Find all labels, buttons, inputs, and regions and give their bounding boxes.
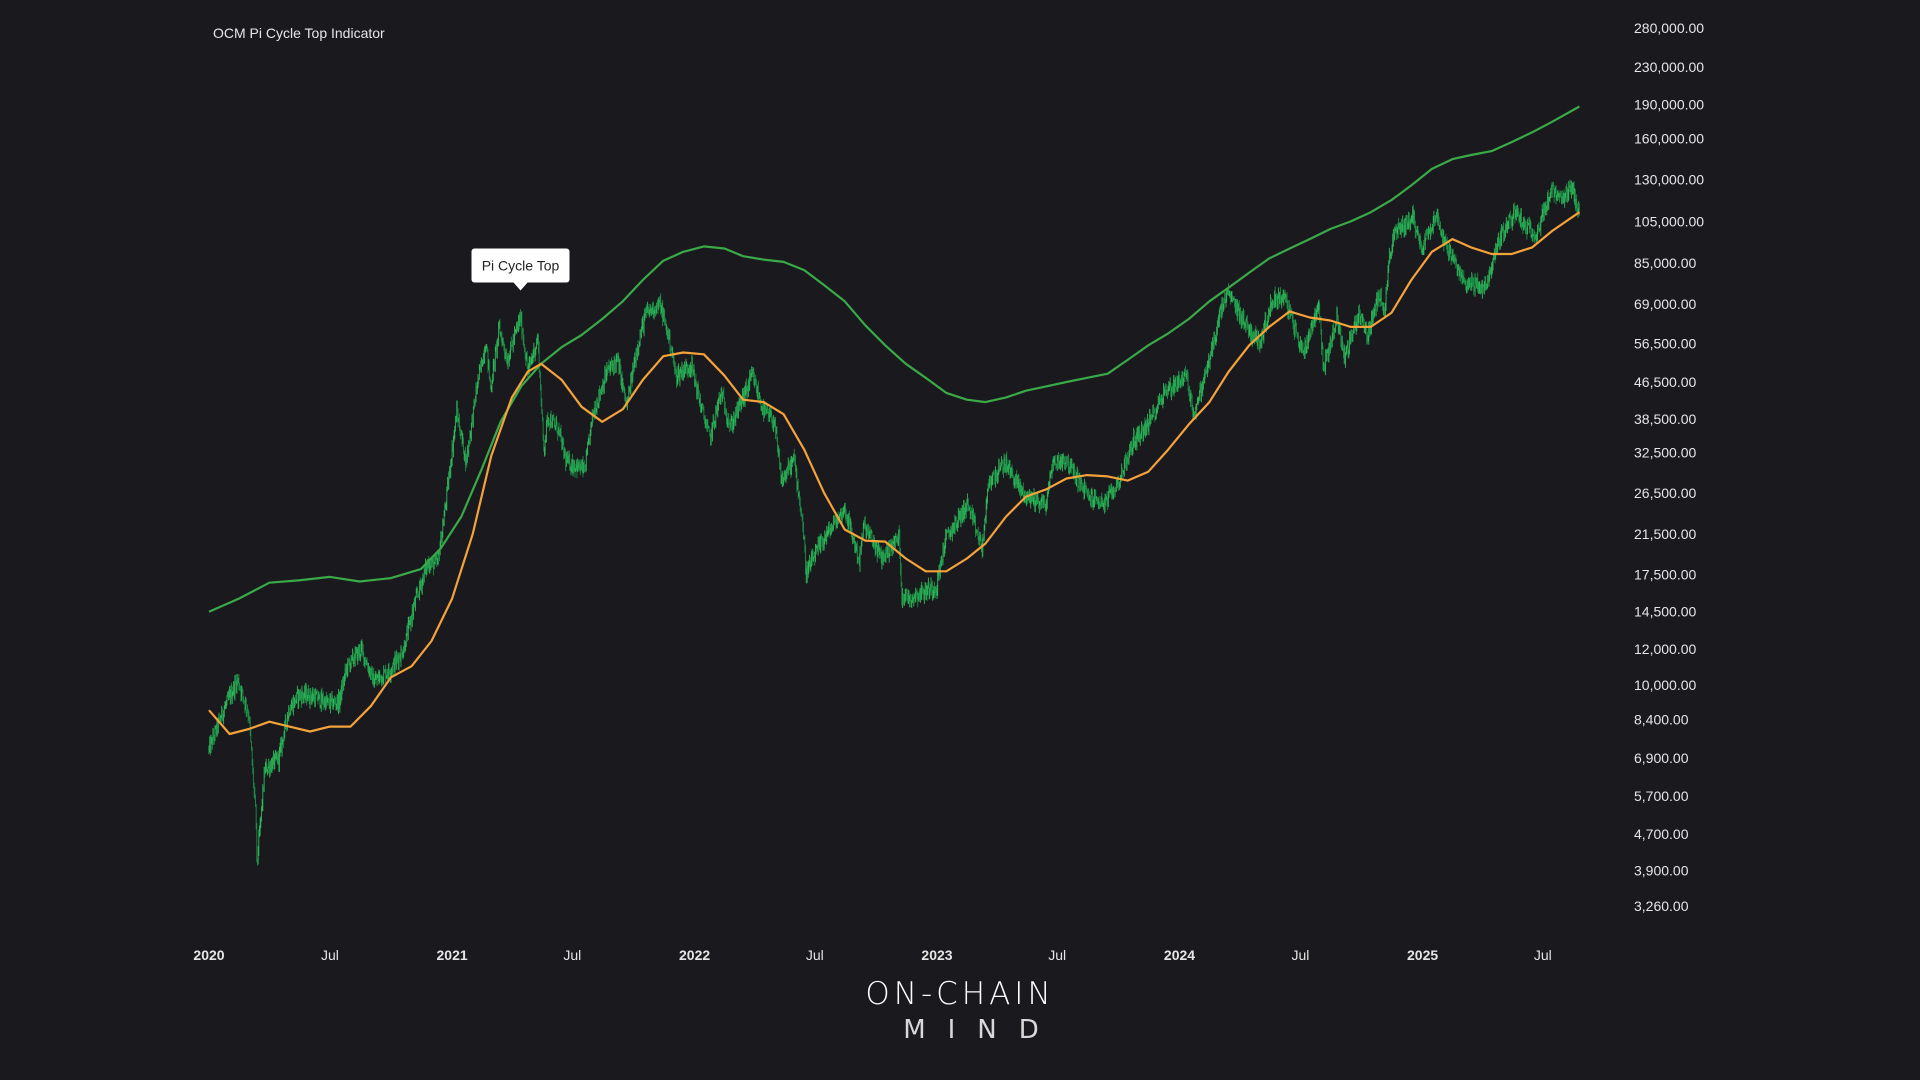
chart-title: OCM Pi Cycle Top Indicator bbox=[213, 25, 385, 41]
y-tick-label: 32,500.00 bbox=[1634, 445, 1696, 461]
x-tick-label: Jul bbox=[1048, 947, 1066, 963]
annotations: Pi Cycle Top bbox=[471, 248, 570, 291]
x-tick-label: Jul bbox=[1291, 947, 1309, 963]
x-tick-label: Jul bbox=[806, 947, 824, 963]
annotation-label: Pi Cycle Top bbox=[482, 258, 560, 274]
y-tick-label: 56,500.00 bbox=[1634, 336, 1696, 352]
x-tick-label: 2023 bbox=[921, 947, 952, 963]
y-tick-label: 38,500.00 bbox=[1634, 411, 1696, 427]
y-axis: 280,000.00 230,000.00 190,000.00 160,000.00… bbox=[1634, 20, 1704, 914]
y-tick-label: 4,700.00 bbox=[1634, 826, 1689, 842]
y-tick-label: 10,000.00 bbox=[1634, 677, 1696, 693]
x-tick-label: Jul bbox=[321, 947, 339, 963]
logo-on-chain: ON-CHAIN bbox=[865, 976, 1055, 1012]
y-tick-label: 85,000.00 bbox=[1634, 255, 1696, 271]
y-tick-label: 21,500.00 bbox=[1634, 526, 1696, 542]
x-tick-label: 2022 bbox=[679, 947, 710, 963]
x-tick-label: Jul bbox=[563, 947, 581, 963]
y-tick-label: 69,000.00 bbox=[1634, 296, 1696, 312]
y-tick-label: 3,260.00 bbox=[1634, 898, 1689, 914]
y-tick-label: 105,000.00 bbox=[1634, 213, 1704, 229]
annotation-callout: Pi Cycle Top bbox=[471, 248, 570, 291]
upper-line-path bbox=[208, 105, 1580, 613]
y-tick-label: 14,500.00 bbox=[1634, 604, 1696, 620]
y-tick-label: 280,000.00 bbox=[1634, 20, 1704, 36]
x-tick-label: 2020 bbox=[193, 947, 224, 963]
y-tick-label: 46,500.00 bbox=[1634, 374, 1696, 390]
x-tick-label: 2021 bbox=[437, 947, 468, 963]
annotation-pointer bbox=[513, 282, 528, 291]
y-tick-label: 6,900.00 bbox=[1634, 750, 1689, 766]
x-tick-label: 2025 bbox=[1407, 947, 1438, 963]
y-tick-label: 3,900.00 bbox=[1634, 863, 1689, 879]
y-tick-label: 12,000.00 bbox=[1634, 641, 1696, 657]
x-axis: 2020 Jul 2021 Jul 2022 Jul 2023 Jul 2024 Jul 2025 J… bbox=[193, 947, 1551, 963]
series-upper-line bbox=[208, 105, 1580, 613]
annotation-box bbox=[471, 248, 570, 283]
y-tick-label: 26,500.00 bbox=[1634, 485, 1696, 501]
logo-mind: MIND bbox=[903, 1015, 1061, 1045]
y-tick-label: 5,700.00 bbox=[1634, 788, 1689, 804]
series-lower-line bbox=[208, 211, 1581, 736]
x-tick-label: Jul bbox=[1534, 947, 1552, 963]
price-candles bbox=[208, 179, 1580, 866]
y-tick-label: 230,000.00 bbox=[1634, 59, 1704, 75]
y-tick-label: 190,000.00 bbox=[1634, 97, 1704, 113]
x-tick-label: 2024 bbox=[1164, 947, 1195, 963]
y-tick-label: 130,000.00 bbox=[1634, 171, 1704, 187]
lower-line-path bbox=[208, 211, 1581, 736]
y-tick-label: 160,000.00 bbox=[1634, 130, 1704, 146]
y-tick-label: 8,400.00 bbox=[1634, 711, 1689, 727]
y-tick-label: 17,500.00 bbox=[1634, 567, 1696, 583]
